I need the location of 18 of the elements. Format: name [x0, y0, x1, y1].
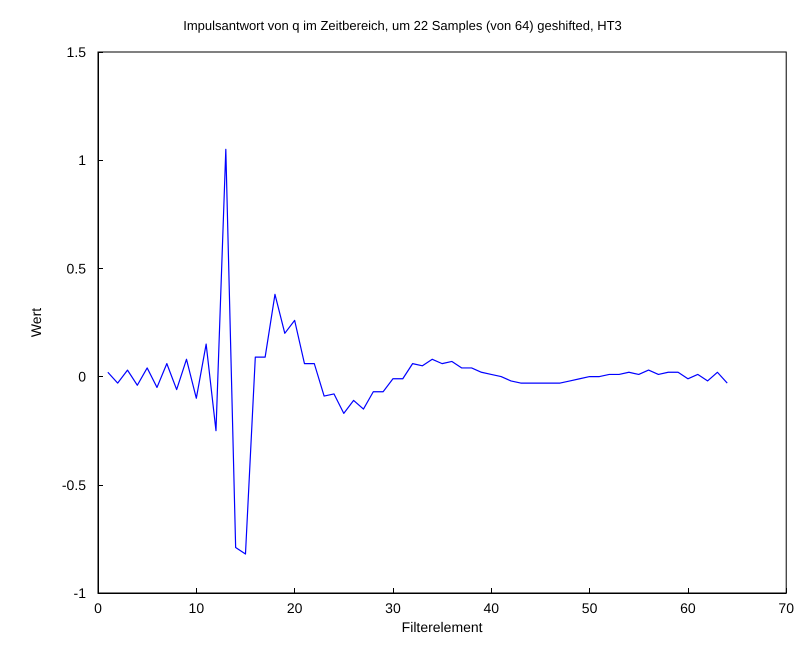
y-tick-label: -0.5 — [62, 476, 86, 493]
x-tick-label: 60 — [680, 600, 696, 616]
y-tick-label: -1 — [74, 585, 86, 601]
x-tick-label: 10 — [188, 600, 204, 616]
x-tick-label: 40 — [483, 600, 500, 616]
x-tick-label: 20 — [286, 600, 303, 616]
y-axis-title: Wert — [28, 308, 44, 338]
x-axis-title: Filterelement — [402, 618, 483, 635]
chart-title: Impulsantwort von q im Zeitbereich, um 22 Samples (von 64) geshifted, HT3 — [183, 18, 622, 33]
y-tick-label: 0.5 — [66, 260, 86, 276]
y-tick-label: 0 — [78, 368, 86, 385]
x-tick-label: 30 — [385, 600, 401, 616]
x-tick-label: 50 — [582, 600, 598, 616]
y-tick-label: 1 — [78, 152, 86, 168]
x-tick-label: 70 — [778, 600, 794, 616]
line-series — [107, 148, 728, 555]
y-tick-label: 1.5 — [66, 44, 86, 60]
x-tick-label: 0 — [94, 600, 102, 616]
